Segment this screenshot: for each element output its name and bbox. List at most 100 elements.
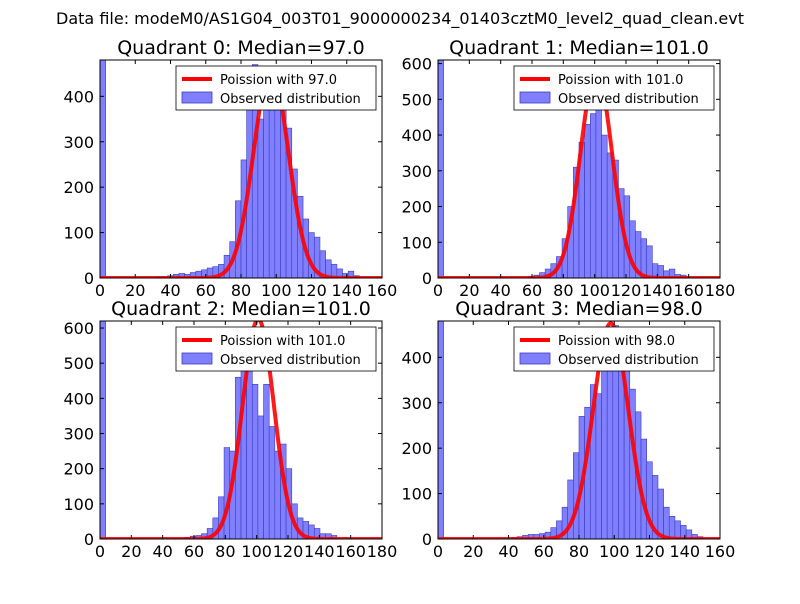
histogram-bar [257, 118, 264, 278]
x-tick-label: 40 [498, 542, 518, 561]
x-tick-label: 80 [569, 542, 589, 561]
y-tick-label: 300 [63, 133, 94, 152]
legend-label-poisson: Poission with 101.0 [220, 334, 345, 349]
x-tick-label: 120 [634, 542, 665, 561]
y-tick-label: 500 [63, 354, 94, 373]
legend-label-observed: Observed distribution [220, 92, 361, 107]
plot-area [100, 321, 382, 539]
legend-bar-swatch [181, 352, 213, 365]
y-tick-label: 0 [422, 269, 432, 288]
y-tick-label: 400 [401, 348, 432, 367]
y-tick-label: 200 [401, 439, 432, 458]
plot-area [100, 60, 382, 278]
x-tick-label: 0 [95, 281, 105, 300]
legend-label-observed: Observed distribution [558, 92, 699, 107]
legend-bar-swatch [519, 352, 551, 365]
x-tick-label: 180 [367, 542, 398, 561]
histogram-bar [263, 105, 270, 278]
histogram-bar [251, 383, 259, 539]
histogram-bar [347, 270, 355, 278]
histogram-bar [274, 96, 281, 278]
y-tick-label: 0 [422, 530, 432, 549]
x-tick-label: 100 [599, 542, 630, 561]
histogram-bar [640, 238, 647, 278]
x-tick-label: 40 [490, 281, 510, 300]
chart-title: Quadrant 2: Median=101.0 [111, 298, 371, 320]
x-tick-label: 60 [534, 542, 554, 561]
histogram-bar [646, 245, 653, 278]
histogram-bar [100, 321, 106, 539]
chart-title: Quadrant 0: Median=97.0 [117, 37, 365, 59]
x-tick-label: 0 [95, 542, 105, 561]
x-tick-label: 20 [463, 542, 483, 561]
x-tick-label: 20 [121, 542, 141, 561]
histogram-bar [601, 366, 608, 539]
histogram-bar [668, 268, 676, 278]
y-tick-label: 600 [401, 55, 432, 74]
y-tick-label: 100 [401, 485, 432, 504]
histogram-bar [589, 113, 597, 278]
x-tick-label: 60 [196, 281, 216, 300]
x-tick-label: 160 [705, 542, 736, 561]
chart-panel-2: Quadrant 2: Median=101.00 20 40 60 80 100 120 1… [63, 298, 397, 561]
x-tick-label: 160 [367, 281, 398, 300]
x-tick-label: 120 [273, 542, 304, 561]
histogram-bar [257, 415, 264, 539]
poisson-curve [100, 321, 382, 539]
y-tick-label: 100 [63, 495, 94, 514]
histogram-bar [606, 152, 614, 278]
x-tick-label: 140 [304, 542, 335, 561]
x-tick-label: 60 [184, 542, 204, 561]
y-tick-label: 400 [401, 126, 432, 145]
axes-frame [99, 320, 383, 540]
x-tick-label: 100 [241, 542, 272, 561]
legend-box [513, 326, 715, 372]
y-tick-label: 200 [63, 178, 94, 197]
y-tick-label: 0 [84, 269, 94, 288]
x-tick-label: 40 [152, 542, 172, 561]
chart-title: Quadrant 1: Median=101.0 [449, 37, 709, 59]
y-tick-label: 300 [401, 394, 432, 413]
histogram-bar [657, 488, 664, 539]
legend: Poission with 97.0 Observed distribution [175, 65, 377, 111]
histogram-bar [668, 515, 676, 539]
legend-bar-swatch [519, 91, 551, 104]
y-tick-label: 400 [63, 389, 94, 408]
plot-area [438, 321, 720, 539]
chart-panel-3: Quadrant 3: Median=98.00 20 40 60 80 100 120 14… [401, 298, 735, 561]
legend: Poission with 101.0 Observed distribution [513, 65, 715, 111]
x-tick-label: 20 [459, 281, 479, 300]
x-tick-label: 100 [261, 281, 292, 300]
plot-area [438, 60, 720, 278]
legend-label-poisson: Poission with 101.0 [558, 73, 683, 88]
chart-panel-1: Quadrant 1: Median=101.00 20 40 60 80 100 120 1… [401, 37, 735, 300]
x-tick-label: 20 [125, 281, 145, 300]
histogram-bar [663, 506, 670, 539]
x-tick-label: 160 [335, 542, 366, 561]
y-tick-label: 100 [63, 224, 94, 243]
axes-frame [437, 59, 721, 279]
histogram-bar [268, 100, 276, 278]
poisson-curve [438, 68, 720, 278]
histogram-bar [438, 321, 444, 539]
legend: Poission with 98.0 Observed distribution [513, 326, 715, 372]
histogram-bar [674, 520, 681, 539]
y-tick-label: 300 [63, 425, 94, 444]
x-tick-label: 60 [522, 281, 542, 300]
y-tick-label: 200 [401, 198, 432, 217]
x-tick-label: 0 [433, 281, 443, 300]
x-tick-label: 160 [673, 281, 704, 300]
y-tick-label: 0 [84, 530, 94, 549]
histogram-bar [438, 60, 444, 278]
y-tick-label: 500 [401, 90, 432, 109]
y-tick-label: 600 [63, 319, 94, 338]
legend: Poission with 101.0 Observed distribution [175, 326, 377, 372]
x-tick-label: 40 [160, 281, 180, 300]
legend-label-poisson: Poission with 97.0 [220, 73, 337, 88]
x-tick-label: 120 [296, 281, 327, 300]
y-tick-label: 400 [63, 87, 94, 106]
histogram-bar [601, 134, 608, 278]
chart-panel-0: Quadrant 0: Median=97.00 20 40 60 80 100 120 14… [63, 37, 397, 300]
